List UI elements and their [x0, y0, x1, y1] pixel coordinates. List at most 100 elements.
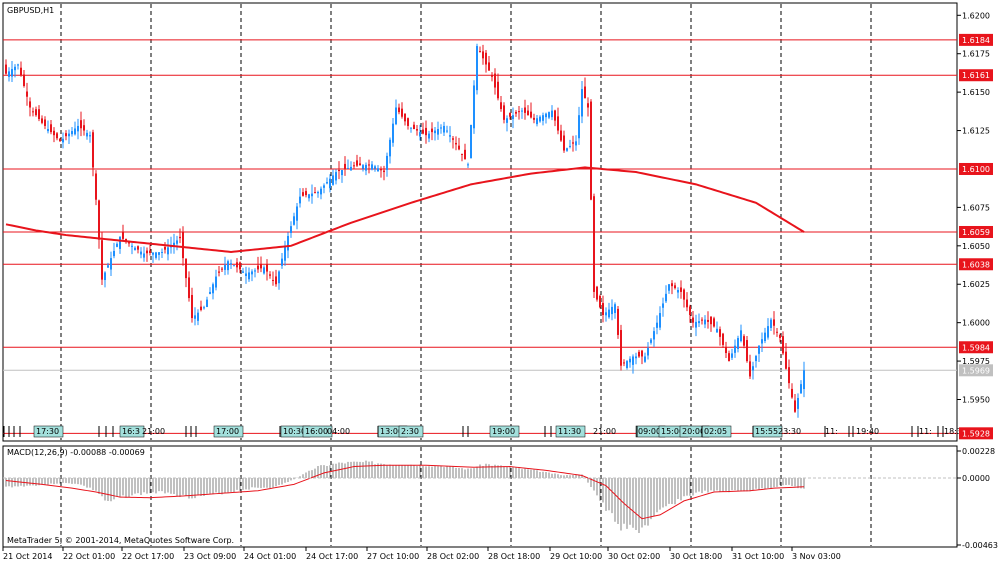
- ma-line: [5, 166, 805, 253]
- candle-body: [125, 238, 127, 242]
- candle-body: [89, 135, 91, 137]
- candle-body: [653, 331, 655, 340]
- candle-body: [620, 330, 622, 366]
- candle-body: [293, 216, 295, 225]
- time-tick-label: 31 Oct 10:00: [732, 552, 784, 561]
- event-label: 2:30: [401, 427, 419, 436]
- candle-body: [374, 166, 376, 169]
- candle-body: [425, 127, 427, 136]
- level-label: 1.5928: [962, 429, 990, 438]
- candle-body: [155, 252, 157, 258]
- candle-body: [131, 245, 133, 247]
- candle-body: [626, 361, 628, 369]
- candle-body: [560, 130, 562, 141]
- candle-body: [521, 110, 523, 112]
- candle-body: [302, 192, 304, 196]
- candle-body: [788, 367, 790, 384]
- candle-body: [548, 112, 550, 118]
- macd-histogram: [5, 460, 805, 533]
- event-label: 18:3: [944, 427, 962, 436]
- candle-body: [14, 66, 16, 71]
- candle-body: [476, 46, 478, 91]
- candle-body: [23, 74, 25, 86]
- candle-body: [101, 240, 103, 280]
- price-pane[interactable]: [2, 2, 958, 442]
- candle-body: [446, 130, 448, 132]
- level-label: 1.6059: [962, 228, 990, 237]
- candle-body: [353, 165, 355, 167]
- price-axis: 1.6184 1.6161 1.6100 1.6059 1.6038 1.5984 1.59…: [957, 11, 993, 440]
- symbol-title: GBPUSD,H1: [7, 6, 54, 15]
- candle-body: [317, 192, 319, 194]
- level-label-box: [959, 225, 993, 238]
- candle-body: [65, 133, 67, 137]
- candle-body: [182, 232, 184, 259]
- candle-body: [575, 141, 577, 146]
- candle-body: [677, 290, 679, 293]
- candle-body: [452, 138, 454, 140]
- event-box: [489, 425, 520, 438]
- candle-body: [587, 103, 589, 108]
- candle-body: [488, 62, 490, 71]
- price-tick-label: 1.6075: [962, 203, 990, 212]
- level-label: 1.6100: [962, 165, 990, 174]
- candle-body: [230, 263, 232, 265]
- candle-body: [221, 268, 223, 270]
- candle-body: [5, 64, 7, 74]
- candle-body: [152, 252, 154, 255]
- candle-body: [74, 128, 76, 135]
- candle-body: [218, 271, 220, 273]
- time-tick-label: 23 Oct 09:00: [184, 552, 236, 561]
- event-label: 09:00: [638, 427, 661, 436]
- event-box: [555, 425, 586, 438]
- candle-body: [752, 366, 754, 371]
- candle-body: [515, 111, 517, 114]
- candle-body: [20, 67, 22, 76]
- candle-body: [635, 356, 637, 359]
- candle-body: [26, 91, 28, 97]
- candle-body: [665, 293, 667, 302]
- level-label-box: [959, 162, 993, 175]
- candle-body: [491, 75, 493, 77]
- macd-pane[interactable]: [2, 445, 958, 548]
- candle-body: [461, 153, 463, 155]
- candle-body: [98, 200, 100, 240]
- candle-body: [779, 334, 781, 339]
- candle-body: [692, 317, 694, 323]
- candle-body: [17, 64, 19, 66]
- candle-body: [44, 119, 46, 126]
- candle-body: [776, 331, 778, 333]
- candle-body: [227, 261, 229, 271]
- candle-body: [734, 345, 736, 353]
- event-label: 19:40: [856, 427, 879, 436]
- candle-body: [389, 139, 391, 157]
- event-label: 11:: [825, 427, 838, 436]
- level-label: 1.5984: [962, 343, 990, 352]
- time-tick-label: 22 Oct 01:00: [63, 552, 115, 561]
- macd-tick-label: -0.00463: [962, 541, 998, 550]
- candle-body: [482, 51, 484, 59]
- candle-body: [470, 124, 472, 159]
- time-tick-label: 28 Oct 18:00: [488, 552, 540, 561]
- candle-body: [785, 351, 787, 369]
- candle-body: [464, 149, 466, 160]
- candle-body: [92, 132, 94, 168]
- candle-body: [41, 118, 43, 123]
- candle-body: [35, 109, 37, 116]
- candle-body: [308, 194, 310, 199]
- candle-body: [284, 245, 286, 261]
- candle-body: [56, 133, 58, 139]
- candle-body: [332, 175, 334, 185]
- candle-body: [572, 142, 574, 144]
- candle-body: [179, 236, 181, 239]
- candle-body: [119, 236, 121, 249]
- candle-body: [644, 356, 646, 362]
- candle-body: [122, 232, 124, 239]
- level-label-box: [959, 258, 993, 271]
- candle-body: [725, 347, 727, 354]
- candle-body: [668, 284, 670, 291]
- event-box: [213, 425, 244, 438]
- candle-body: [47, 129, 49, 132]
- candle-body: [248, 272, 250, 280]
